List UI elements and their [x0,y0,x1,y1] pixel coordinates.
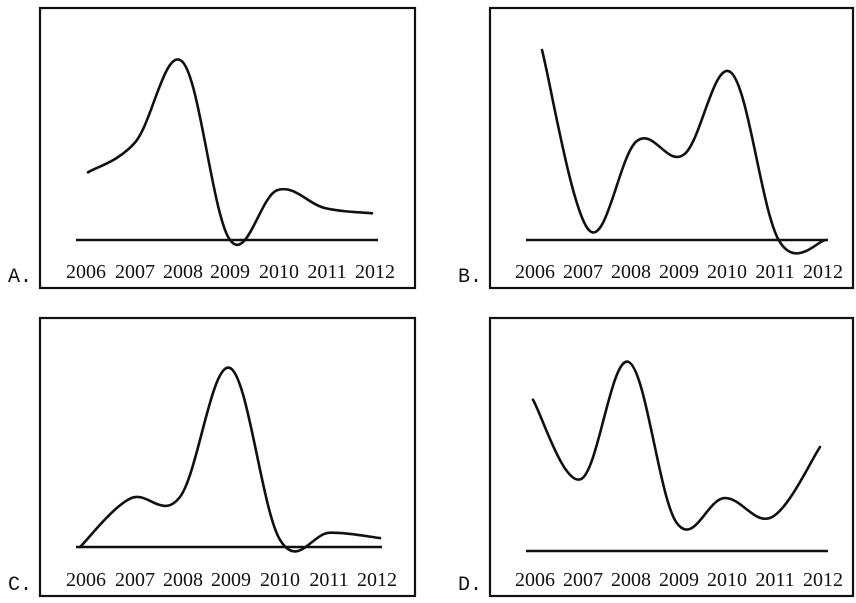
x-tick-label: 2009 [659,569,699,591]
x-tick-label: 2008 [611,569,651,591]
chart-panel-b: 2006 2007 2008 2009 2010 2011 2012 B. [458,6,855,290]
panel-letter: D. [458,574,482,597]
x-tick-label: 2007 [563,569,603,591]
x-tick-label: 2011 [755,569,794,591]
data-line [540,48,828,255]
x-tick-label: 2009 [210,261,250,283]
x-tick-label: 2012 [357,569,397,591]
panel-letter: A. [8,266,32,289]
panel-frame [488,6,855,290]
data-line [78,366,382,553]
x-tick-label: 2009 [211,569,251,591]
x-tick-label: 2010 [707,261,747,283]
panel-letter: B. [458,266,482,289]
x-tick-label: 2008 [163,261,203,283]
x-tick-label: 2006 [66,261,106,283]
data-line [531,360,822,531]
panel-frame [38,6,417,290]
panel-frame [488,316,855,598]
panel-letter: C. [8,574,32,597]
x-tick-label: 2012 [803,261,843,283]
x-tick-label: 2010 [260,569,300,591]
panel-frame [38,316,417,598]
x-tick-label: 2009 [659,261,699,283]
x-tick-label: 2011 [309,569,348,591]
x-tick-label: 2008 [163,569,203,591]
x-tick-label: 2011 [307,261,346,283]
chart-panel-a: 2006 2007 2008 2009 2010 2011 2012 A. [8,6,417,290]
x-tick-label: 2010 [259,261,299,283]
x-tick-label: 2006 [66,569,106,591]
x-tick-label: 2007 [115,261,155,283]
x-tick-label: 2007 [115,569,155,591]
x-tick-label: 2012 [803,569,843,591]
x-tick-label: 2011 [755,261,794,283]
chart-panel-c: 2006 2007 2008 2009 2010 2011 2012 C. [8,316,417,598]
x-tick-label: 2010 [707,569,747,591]
x-tick-label: 2007 [563,261,603,283]
x-tick-label: 2012 [355,261,395,283]
data-line [86,58,374,246]
x-tick-label: 2006 [515,569,555,591]
x-tick-label: 2008 [611,261,651,283]
x-tick-label: 2006 [515,261,555,283]
chart-panel-d: 2006 2007 2008 2009 2010 2011 2012 D. [458,316,855,598]
